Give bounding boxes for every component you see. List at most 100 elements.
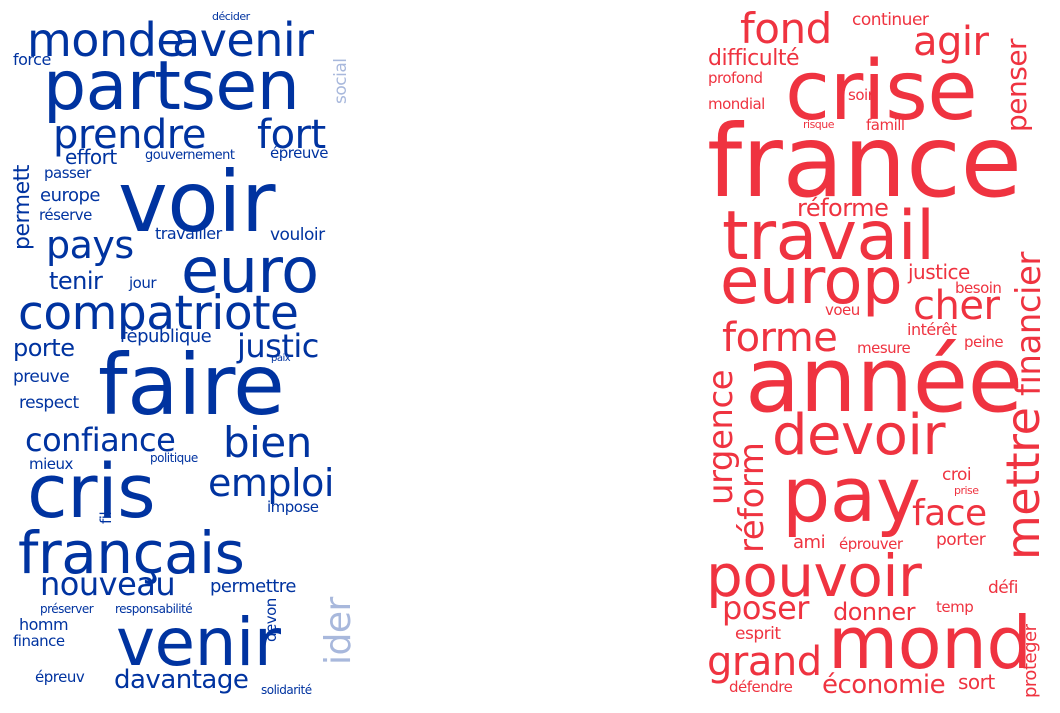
word-fond: fond: [740, 4, 832, 53]
word-croi: croi: [942, 465, 972, 485]
word-politique: politique: [150, 451, 198, 465]
word-voir: voir: [118, 153, 275, 251]
word-mondial: mondial: [708, 95, 765, 113]
word-justic: justic: [237, 327, 319, 365]
word-peine: peine: [964, 333, 1004, 351]
word-preuve: preuve: [13, 367, 70, 387]
word-europe: europe: [40, 185, 101, 206]
word-euro: euro: [181, 234, 319, 307]
word-impose: impose: [267, 498, 319, 516]
word-pouvoir: pouvoir: [706, 542, 922, 610]
word-finance: finance: [13, 632, 65, 650]
word-temp: temp: [936, 598, 974, 616]
word-porter: porter: [936, 530, 986, 550]
word-europ: europ: [720, 245, 903, 319]
wordcloud-left: voir faire partsen cris venir euro franç…: [5, 0, 360, 705]
word-republique: république: [120, 326, 212, 347]
word-fort: fort: [257, 112, 326, 158]
word-pays: pays: [46, 223, 134, 267]
word-monde: monde: [27, 13, 185, 67]
word-force: force: [13, 50, 51, 69]
word-emploi: emploi: [208, 461, 334, 505]
word-venir: venir: [116, 604, 281, 681]
word-tenir: tenir: [49, 267, 103, 295]
word-devoir: devoir: [772, 403, 945, 468]
word-confiance: confiance: [25, 421, 176, 459]
word-mettre: mettre: [996, 407, 1050, 560]
word-voeu: voeu: [825, 301, 860, 319]
word-permett: permett: [10, 165, 35, 250]
word-financier: financier: [1009, 252, 1049, 396]
word-mieux: mieux: [29, 455, 73, 473]
word-defendre: défendre: [729, 678, 793, 696]
word-cher: cher: [913, 283, 1000, 329]
word-jour: jour: [129, 274, 157, 292]
word-economie: économie: [822, 670, 946, 700]
word-decider: décider: [212, 10, 250, 23]
word-reform: réform: [732, 442, 772, 553]
word-forme: forme: [722, 315, 838, 361]
word-esprit: esprit: [735, 624, 781, 644]
word-face: face: [912, 493, 987, 534]
word-preserver: préserver: [40, 602, 94, 616]
word-passer: passer: [44, 164, 91, 182]
wordcloud-right: france crise année travail europ pay mon…: [700, 0, 1052, 708]
word-pay: pay: [782, 450, 921, 539]
word-besoin: besoin: [955, 279, 1002, 297]
word-penser: penser: [1000, 38, 1033, 132]
word-cris: cris: [27, 449, 156, 535]
word-interet: intérêt: [907, 320, 957, 339]
word-paix: paix: [271, 353, 291, 364]
word-epreuve: épreuve: [270, 144, 328, 162]
word-vouloir: vouloir: [270, 225, 325, 245]
word-agir: agir: [913, 19, 989, 65]
word-prendre: prendre: [53, 112, 206, 158]
word-respect: respect: [19, 393, 79, 413]
word-avenir: avenir: [172, 13, 314, 67]
word-proteger: protéger: [1020, 624, 1041, 698]
word-justice: justice: [908, 260, 970, 284]
word-bien: bien: [223, 418, 312, 467]
word-famill: famill: [866, 116, 905, 134]
word-porte: porte: [13, 334, 75, 362]
word-social: social: [331, 58, 351, 104]
word-profond: profond: [708, 69, 763, 87]
word-soir: soir: [848, 86, 874, 104]
word-partsen: partsen: [43, 47, 300, 126]
word-poser: poser: [722, 589, 809, 627]
word-solidarite: solidarité: [261, 683, 312, 697]
word-faire: faire: [98, 336, 285, 434]
word-effort: effort: [65, 145, 117, 169]
word-difficulte: difficulté: [708, 46, 800, 71]
word-epreuv: épreuv: [35, 668, 85, 686]
word-responsabilite: responsabilité: [115, 602, 193, 616]
word-crise: crise: [785, 44, 978, 139]
word-reforme: réforme: [797, 194, 889, 222]
word-travailler: travailler: [155, 224, 222, 243]
word-eprouver: éprouver: [839, 535, 903, 553]
word-annee: année: [745, 328, 1023, 433]
word-france: france: [707, 103, 1022, 220]
word-reserve: réserve: [39, 206, 92, 224]
word-nouveau: nouveau: [40, 565, 176, 603]
word-grand: grand: [707, 639, 822, 685]
word-donner: donner: [833, 598, 915, 626]
word-francais: français: [18, 519, 245, 587]
word-ider: ider: [318, 597, 359, 665]
word-compatriote: compatriote: [18, 286, 299, 341]
word-sort: sort: [958, 670, 995, 694]
word-prise: prise: [954, 484, 979, 497]
word-devon: devon: [262, 598, 280, 642]
word-fil: fil: [97, 511, 115, 524]
word-travail: travail: [722, 197, 935, 276]
word-defi: défi: [988, 578, 1018, 598]
word-gouvernement: gouvernement: [145, 148, 235, 163]
word-continuer: continuer: [852, 10, 929, 30]
word-mond: mond: [828, 601, 1032, 685]
word-mesure: mesure: [857, 339, 911, 357]
word-homm: homm: [19, 615, 69, 634]
word-ami: ami: [793, 532, 826, 553]
word-davantage: davantage: [114, 665, 249, 695]
word-permettre: permettre: [210, 576, 296, 597]
word-risque: risque: [803, 118, 835, 131]
